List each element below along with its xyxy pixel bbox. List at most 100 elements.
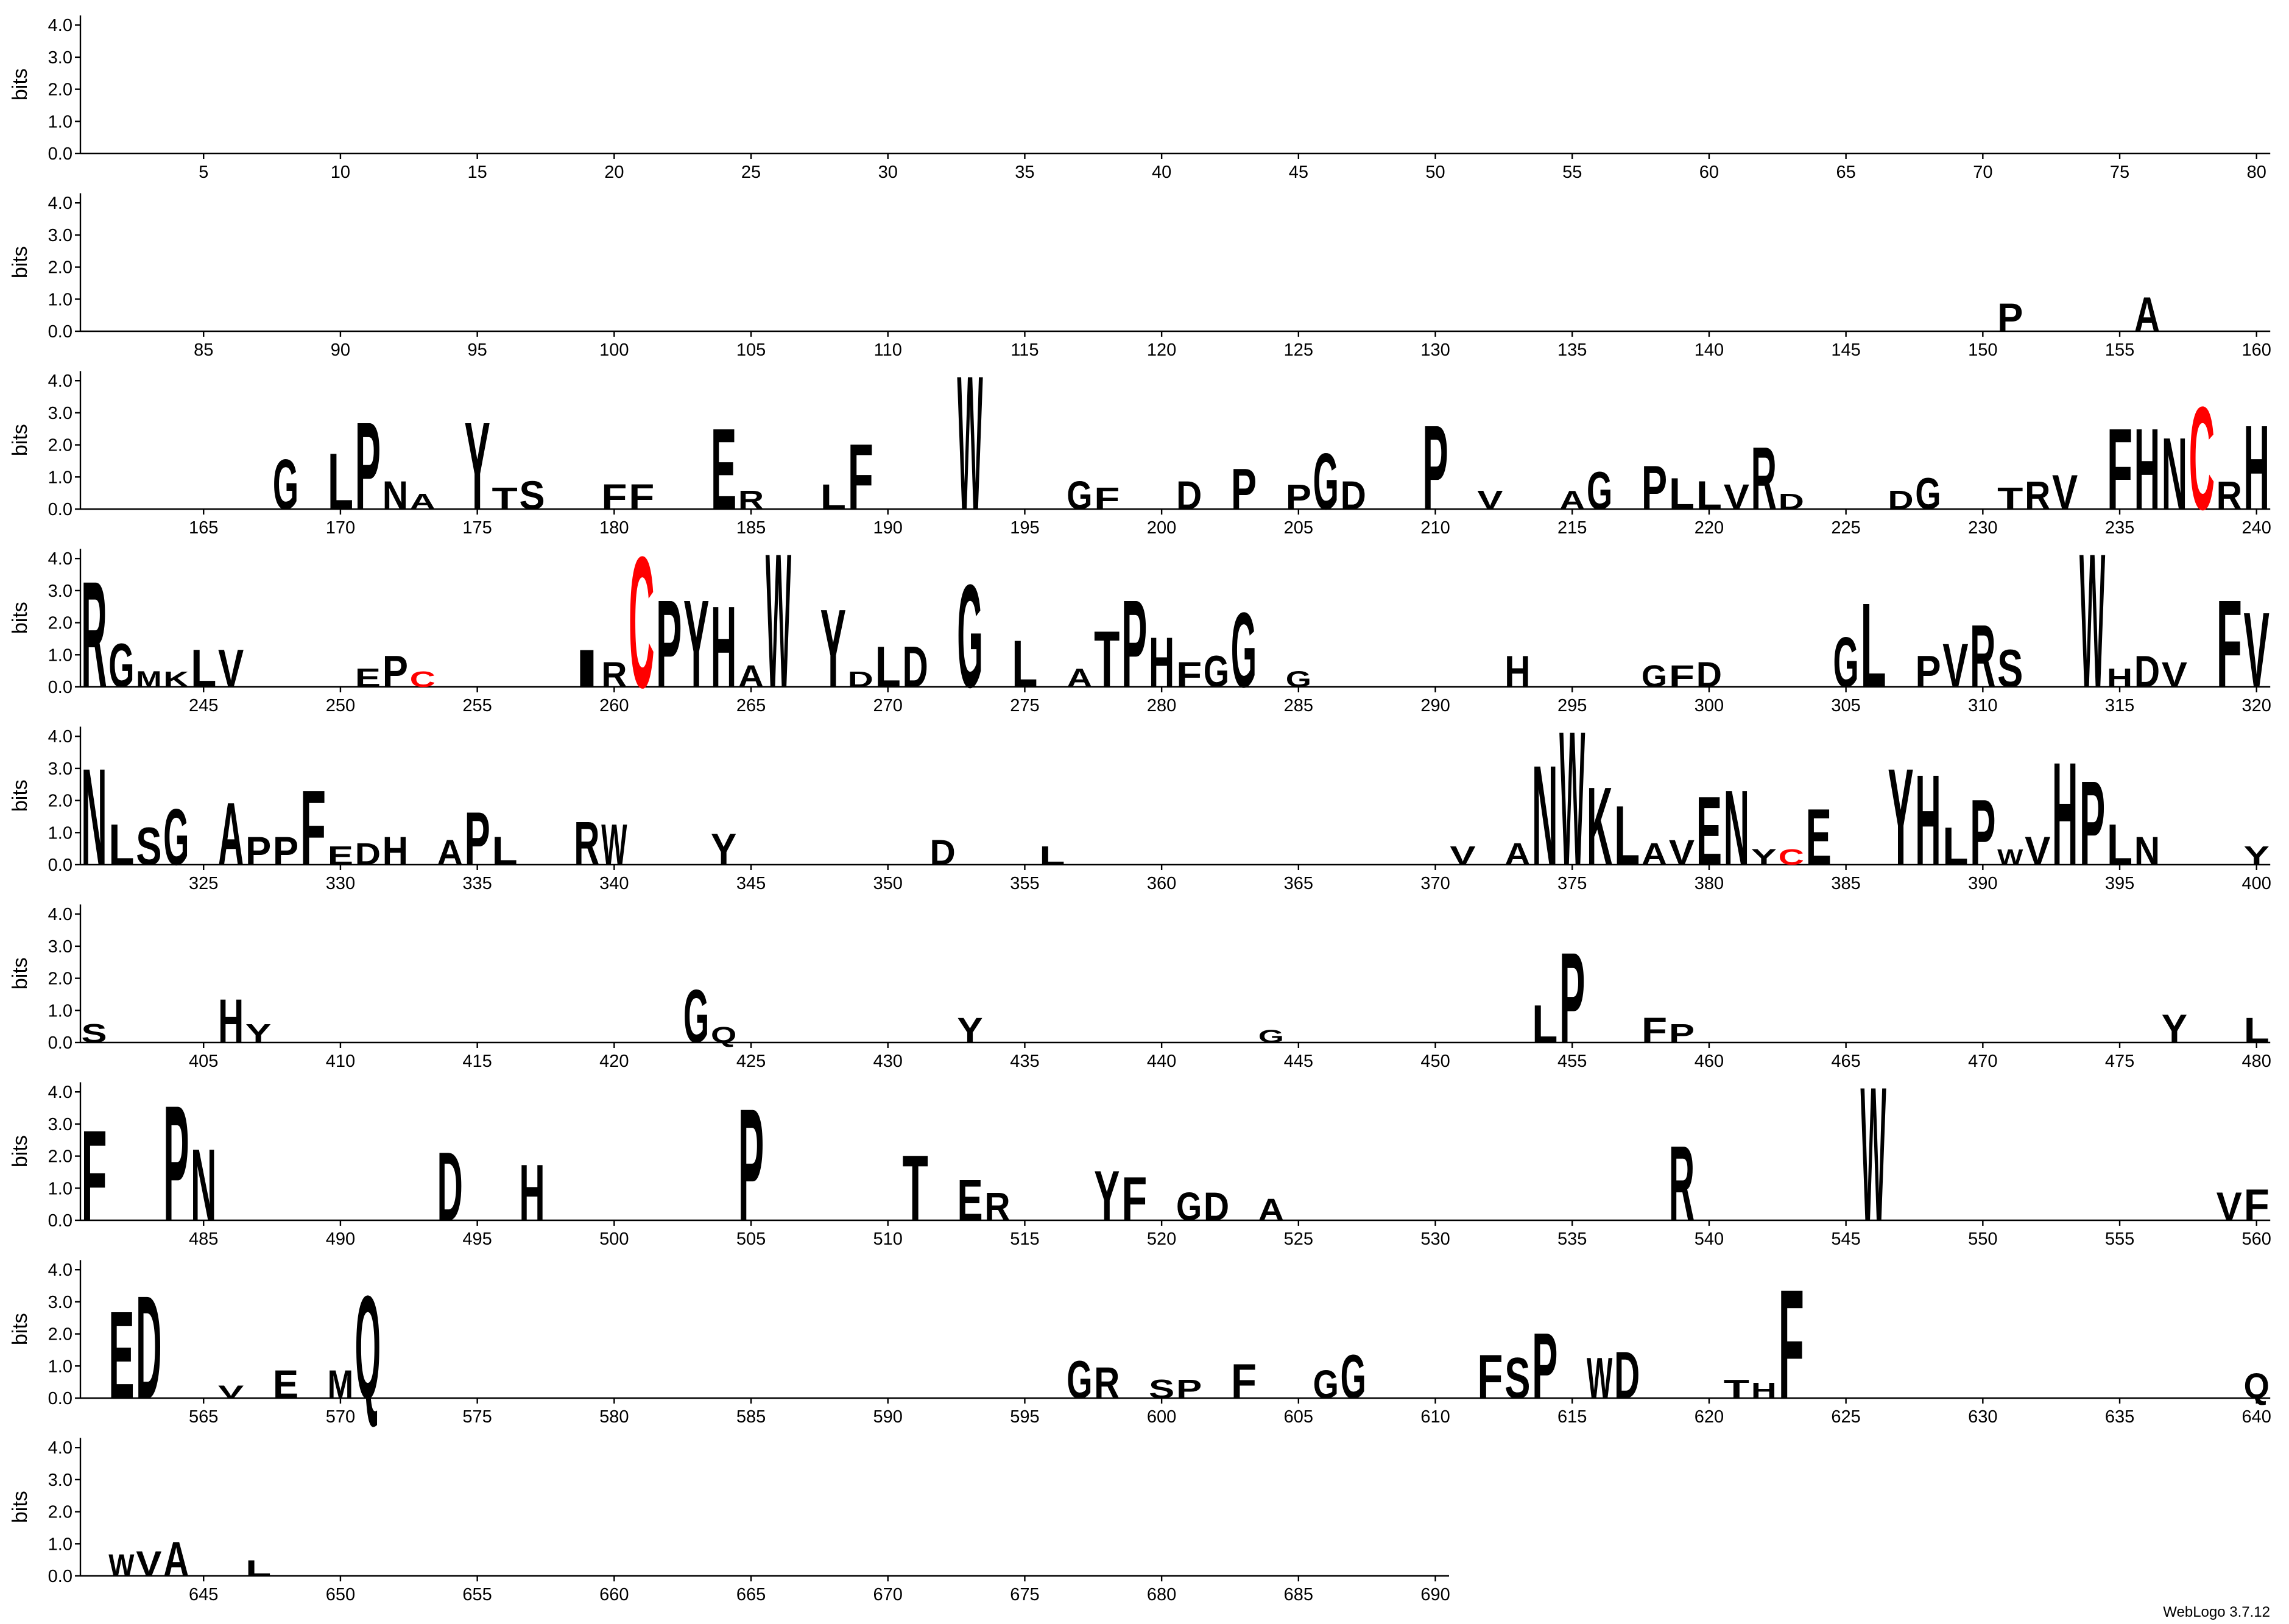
logo-letter: H [383, 829, 408, 874]
logo-letter: A [1642, 836, 1667, 871]
logo-letter: A [1067, 663, 1092, 692]
logo-letter: G [683, 975, 709, 1060]
logo-letter: M [136, 667, 161, 692]
logo-letter-group: S [1997, 639, 2023, 699]
logo-letter: W [1997, 845, 2023, 870]
logo-letter-group: L [1614, 789, 1640, 883]
logo-letter: F [81, 1104, 107, 1248]
logo-letter-group: V [1477, 485, 1503, 515]
logo-letter: P [383, 647, 408, 697]
y-tick-label: 4.0 [48, 1083, 72, 1102]
logo-letter-group: V [2025, 829, 2050, 873]
logo-letter: R [984, 1185, 1010, 1229]
logo-letter-group: H [2134, 404, 2160, 533]
logo-letter: P [656, 575, 682, 714]
logo-letter-group: D [355, 836, 381, 871]
logo-letter-group: P [1286, 477, 1311, 516]
logo-letter: R [574, 808, 599, 878]
logo-letter-group: Y [2162, 1007, 2187, 1051]
logo-letter-group: H [2107, 663, 2132, 692]
x-tick-label: 625 [1831, 1407, 1860, 1427]
logo-letter: D [848, 667, 873, 692]
y-tick-label: 2.0 [48, 436, 72, 455]
x-tick-label: 250 [326, 696, 355, 715]
logo-letter-group: H [1915, 748, 1941, 892]
x-tick-label: 245 [189, 696, 218, 715]
logo-letter: Q [711, 1022, 736, 1047]
logo-letter: G [1067, 1351, 1092, 1410]
y-tick-label: 4.0 [48, 371, 72, 391]
logo-letter-group: W [1860, 1047, 1886, 1261]
logo-letter-group: K [163, 667, 189, 692]
logo-letter-group: G [1833, 623, 1859, 703]
x-tick-label: 410 [326, 1052, 355, 1071]
logo-letter-group: R [1094, 1359, 1120, 1408]
y-tick-label: 4.0 [48, 1260, 72, 1280]
x-tick-label: 360 [1147, 874, 1176, 893]
logo-letter: P [465, 796, 490, 881]
logo-letter: V [1477, 485, 1503, 515]
logo-letter: P [273, 829, 298, 873]
logo-letter-group: F [2217, 575, 2242, 714]
x-tick-label: 665 [736, 1585, 766, 1605]
logo-letter-group: Y [465, 397, 490, 536]
logo-letter-group: A [410, 490, 436, 515]
x-tick-label: 5 [199, 163, 208, 182]
logo-letter-group: P [1997, 295, 2023, 340]
logo-letter-group: D [136, 1266, 161, 1430]
logo-letter: W [766, 514, 791, 728]
logo-letter-group: G [1642, 659, 1667, 694]
y-tick-label: 3.0 [48, 937, 72, 957]
logo-letter-group: G [1313, 1362, 1339, 1407]
logo-letter: H [2244, 400, 2270, 535]
x-tick-label: 530 [1420, 1229, 1450, 1249]
logo-letter: F [1231, 1354, 1257, 1408]
logo-letter-group: N [191, 1128, 216, 1242]
logo-letter-group: P [1231, 457, 1257, 522]
x-tick-label: 345 [736, 874, 766, 893]
logo-letter: V [1450, 841, 1475, 871]
y-tick-label: 4.0 [48, 727, 72, 747]
logo-letter: A [410, 490, 436, 515]
x-tick-label: 500 [599, 1229, 629, 1249]
logo-letter-group: R [984, 1185, 1010, 1229]
x-tick-label: 145 [1831, 340, 1860, 360]
logo-letter-group: L [1942, 816, 1968, 876]
logo-letter-group: D [437, 1131, 463, 1242]
logo-letter: S [81, 1019, 107, 1049]
logo-letter-group: H [383, 829, 408, 874]
logo-letter: L [328, 437, 353, 527]
y-tick-label: 0.0 [48, 1033, 72, 1053]
logo-letter-group: G [683, 975, 709, 1060]
x-tick-label: 265 [736, 696, 766, 715]
logo-letter: L [2107, 812, 2132, 877]
logo-letter-group: V [136, 1544, 162, 1583]
logo-letter: D [2134, 647, 2160, 697]
x-tick-label: 445 [1284, 1052, 1313, 1071]
logo-letter-group: S [81, 1019, 107, 1049]
logo-letter-group: Y [711, 824, 736, 874]
x-tick-label: 650 [326, 1585, 355, 1605]
logo-letter: F [2217, 575, 2242, 714]
logo-letter: R [1751, 428, 1777, 528]
logo-letter-group: N [81, 740, 107, 895]
logo-letter-group: H [2244, 400, 2270, 535]
logo-letter-group: Y [683, 575, 709, 714]
logo-letter-group: Y [2244, 841, 2270, 871]
logo-letter-group: N [2134, 829, 2160, 874]
x-tick-label: 355 [1010, 874, 1039, 893]
x-tick-label: 305 [1831, 696, 1860, 715]
logo-letter: G [163, 793, 189, 882]
logo-letter: N [1724, 767, 1749, 887]
logo-letter: P [1915, 647, 1941, 697]
logo-letter-group: T [492, 481, 517, 516]
x-tick-label: 95 [467, 340, 487, 360]
logo-letter: P [1286, 477, 1311, 516]
y-tick-label: 2.0 [48, 1147, 72, 1167]
logo-letter-group: D [1888, 485, 1913, 515]
x-tick-label: 535 [1557, 1229, 1587, 1249]
logo-letter: G [1286, 667, 1311, 692]
x-tick-label: 220 [1695, 518, 1724, 538]
x-tick-label: 140 [1695, 340, 1724, 360]
logo-letter-group: G [1286, 667, 1311, 692]
